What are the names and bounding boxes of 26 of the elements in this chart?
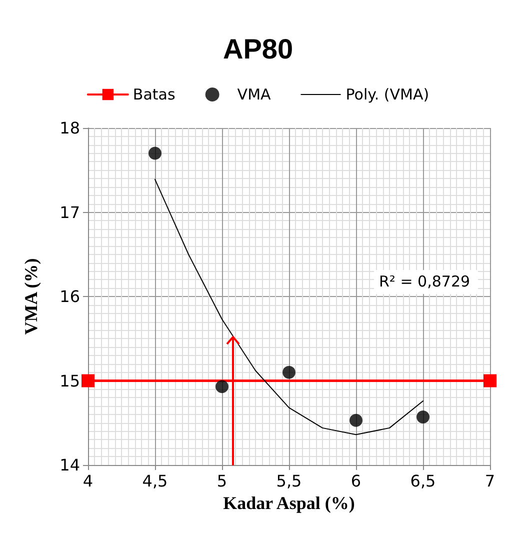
point [148, 146, 162, 160]
legend-label: VMA [237, 86, 272, 104]
point [282, 366, 296, 379]
point [416, 410, 430, 424]
x-tick-label: 4,5 [142, 472, 168, 490]
x-tick-label: 6 [350, 472, 362, 490]
x-tick-label: 5,5 [276, 472, 302, 490]
y-tick-label: 16 [60, 287, 80, 306]
y-tick-label: 18 [60, 118, 80, 138]
annotation: R² = 0,8729 [379, 272, 470, 290]
x-tick-label: 4 [82, 472, 94, 490]
y-tick-label: 14 [60, 456, 80, 474]
legend-label: Batas [132, 86, 176, 104]
legend-label: Poly. (VMA) [346, 86, 430, 104]
x-axis-title: Kadar Aspal (%) [223, 492, 355, 513]
point [216, 380, 228, 394]
y-tick-label: 15 [60, 371, 80, 390]
point [484, 374, 496, 388]
y-axis-title: VMA (%) [21, 258, 41, 335]
x-tick-label: 7 [484, 472, 496, 490]
point [82, 374, 94, 388]
chart-title: AP80 [222, 34, 294, 64]
y-tick-label: 17 [60, 202, 80, 222]
point [350, 414, 362, 427]
x-tick-label: 6,5 [410, 472, 436, 490]
x-tick-label: 5 [216, 472, 228, 490]
